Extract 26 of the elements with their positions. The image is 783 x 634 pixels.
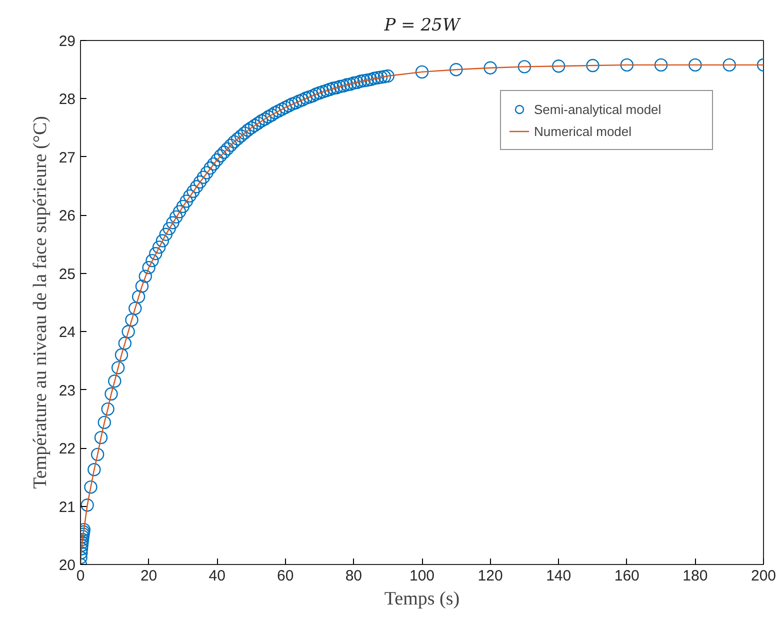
y-tick-label: 29 — [58, 33, 76, 50]
legend-label: Semi-analytical model — [534, 102, 662, 116]
x-tick-label: 180 — [682, 568, 708, 584]
x-tick-label: 0 — [76, 568, 85, 584]
x-tick-label: 100 — [409, 568, 435, 584]
y-tick-label: 27 — [58, 149, 76, 166]
y-tick-label: 25 — [58, 266, 76, 283]
y-tick-label: 20 — [58, 557, 76, 574]
y-tick-label: 26 — [58, 208, 76, 225]
x-axis-title: Temps (s) — [384, 588, 460, 610]
legend-label: Numerical model — [534, 124, 633, 138]
chart-title: P = 25W — [383, 16, 462, 36]
x-tick-label: 120 — [478, 568, 503, 584]
x-tick-label: 20 — [140, 568, 158, 584]
y-axis-title: Température au niveau de la face supérieure (°C) — [30, 116, 51, 489]
x-tick-label: 40 — [208, 568, 226, 584]
y-tick-label: 24 — [58, 324, 76, 342]
x-tick-label: 160 — [614, 568, 640, 584]
y-tick-label: 22 — [58, 440, 76, 458]
x-tick-label: 60 — [277, 568, 294, 584]
x-tick-label: 200 — [750, 568, 776, 584]
y-tick-label: 23 — [58, 382, 76, 400]
y-tick-label: 21 — [58, 498, 76, 516]
x-tick-label: 140 — [546, 568, 572, 584]
y-tick-label: 28 — [58, 91, 76, 108]
x-tick-label: 80 — [345, 568, 362, 584]
